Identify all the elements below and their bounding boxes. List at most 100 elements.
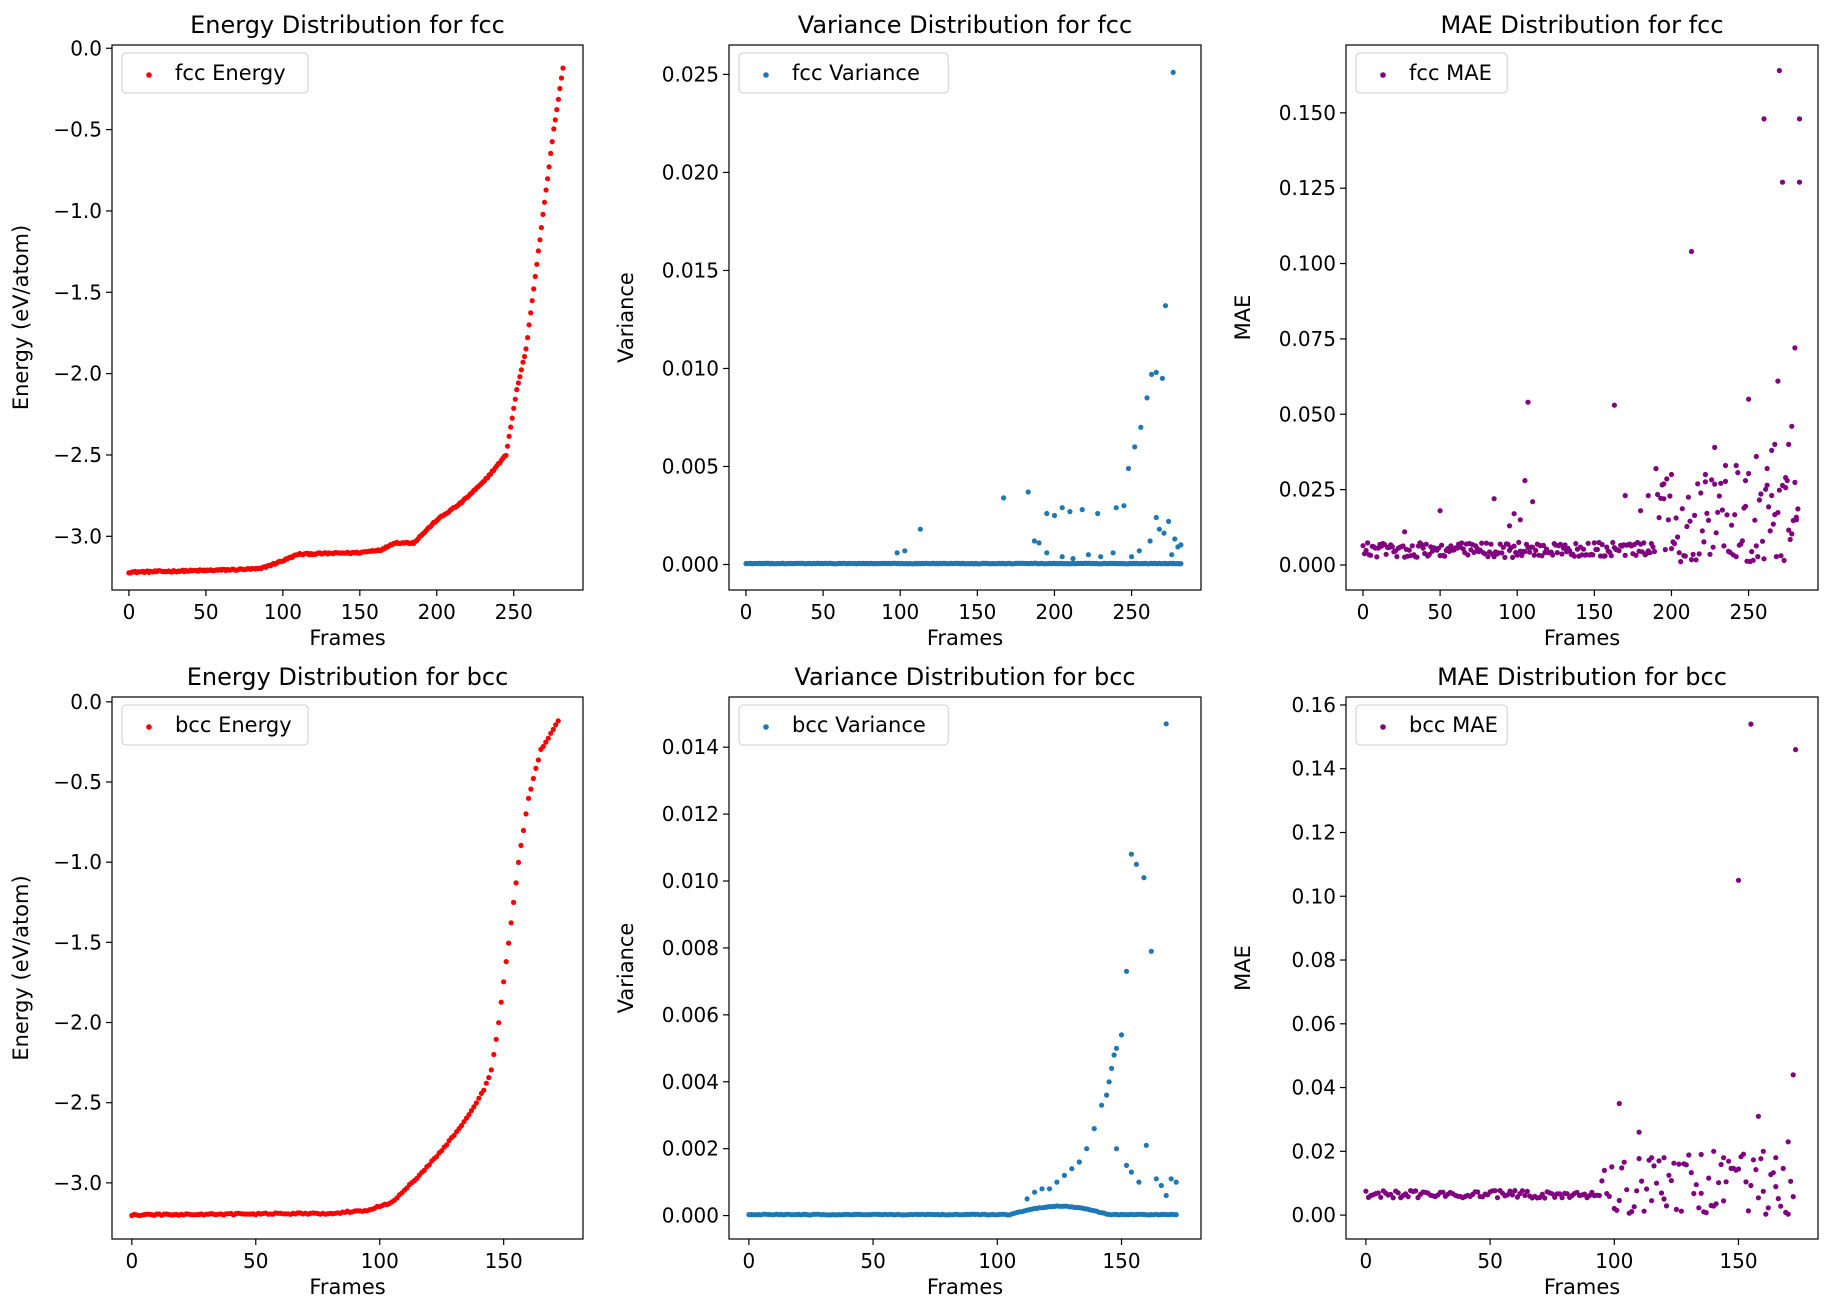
data-point — [1616, 1100, 1622, 1107]
data-point — [1693, 1182, 1699, 1188]
data-point — [532, 273, 538, 280]
bcc-mae-chart: 0 50 100 150 0.00 0.02 0.04 0.06 0.08 0.10 0.12 0.1… — [1231, 663, 1819, 1299]
data-point — [529, 298, 535, 304]
bcc-variance-ylabel: Variance — [614, 923, 638, 1014]
data-point — [471, 1104, 477, 1110]
data-point — [491, 1051, 497, 1058]
data-point — [1485, 554, 1491, 560]
data-point — [1773, 554, 1779, 560]
data-point — [1153, 514, 1159, 521]
data-point — [1091, 1126, 1097, 1132]
data-point — [1673, 1206, 1679, 1212]
data-point — [1599, 541, 1605, 548]
data-point — [1691, 1190, 1697, 1197]
legend-marker — [1380, 72, 1386, 78]
data-point — [1110, 550, 1116, 556]
bcc-mae-xlabel: Frames — [1544, 1275, 1620, 1299]
data-point — [1079, 507, 1085, 513]
data-point — [1656, 515, 1662, 521]
data-point — [1113, 1146, 1120, 1152]
data-point — [1647, 550, 1653, 556]
data-point — [1761, 556, 1767, 562]
data-point — [1653, 466, 1659, 472]
data-point — [1776, 487, 1782, 493]
legend-box — [738, 52, 949, 94]
data-point — [1679, 506, 1685, 512]
data-point — [1512, 1188, 1518, 1194]
data-point — [1170, 69, 1176, 75]
bcc-energy-title: Energy Distribution for bcc — [187, 663, 509, 691]
data-point — [508, 920, 514, 926]
data-point — [1519, 1188, 1525, 1194]
data-point — [1761, 116, 1767, 122]
data-point — [1664, 476, 1670, 482]
data-point — [1788, 1178, 1794, 1184]
data-point — [1067, 509, 1073, 515]
data-point — [1363, 547, 1369, 554]
data-point — [1684, 523, 1690, 530]
data-point — [515, 380, 522, 386]
data-point — [458, 1123, 465, 1129]
data-point — [1442, 553, 1448, 559]
x-tick-label: 200 — [418, 600, 456, 624]
data-point — [1069, 1166, 1075, 1172]
data-point — [1644, 1186, 1650, 1192]
data-point — [1753, 453, 1759, 460]
data-point — [1471, 549, 1477, 556]
data-point — [540, 211, 546, 217]
data-point — [546, 164, 552, 170]
y-tick-label: 0.075 — [1279, 327, 1336, 351]
data-point — [1760, 1148, 1766, 1154]
data-point — [530, 775, 537, 782]
data-point — [518, 367, 525, 373]
data-point — [1594, 546, 1600, 553]
data-point — [1661, 496, 1667, 502]
data-point — [1636, 1156, 1642, 1162]
fcc-mae-chart: 0 50 100 150 200 250 0.000 0.025 0.050 0.075 0.100… — [1231, 11, 1819, 650]
x-tick-label: 100 — [264, 600, 302, 624]
data-point — [1661, 481, 1667, 487]
y-tick-label: −2.0 — [53, 362, 102, 386]
data-point — [1061, 1172, 1067, 1178]
y-tick-label: −3.0 — [53, 524, 102, 548]
fcc-mae-xlabel: Frames — [1544, 626, 1620, 650]
data-point — [1671, 541, 1678, 547]
data-point — [1710, 544, 1716, 550]
data-point — [1721, 1155, 1727, 1161]
data-point — [1604, 544, 1610, 550]
data-point — [1448, 543, 1454, 549]
y-tick-label: 0.010 — [662, 869, 719, 893]
data-point — [526, 322, 532, 328]
data-point — [543, 187, 549, 193]
data-point — [1688, 1170, 1694, 1176]
data-point — [1796, 179, 1803, 185]
y-tick-label: 0.025 — [1279, 478, 1336, 502]
fcc-variance-ylabel: Variance — [614, 272, 638, 363]
data-point — [1776, 68, 1782, 74]
data-point — [558, 75, 565, 81]
data-point — [1701, 539, 1707, 545]
data-point — [1759, 538, 1766, 544]
y-tick-label: 0.14 — [1291, 757, 1336, 781]
data-point — [1133, 861, 1139, 867]
data-point — [1746, 396, 1752, 402]
data-point — [1095, 510, 1101, 517]
data-point — [1368, 552, 1374, 558]
data-point — [534, 261, 540, 267]
bcc-variance-xlabel: Frames — [927, 1275, 1003, 1299]
fcc-energy-chart: 0 50 100 150 200 250 0.0 −0.5 −1.0 −1.5 −2.0 −2.5 −3… — [9, 11, 584, 650]
data-point — [1104, 1092, 1110, 1098]
data-point — [1522, 1192, 1528, 1198]
data-point — [481, 1087, 487, 1093]
data-point — [1580, 546, 1587, 552]
y-tick-label: −1.0 — [53, 199, 102, 223]
data-point — [1084, 1146, 1090, 1152]
y-tick-label: 0.004 — [662, 1070, 719, 1094]
y-tick-label: 0.012 — [662, 802, 719, 826]
data-point — [1559, 1195, 1565, 1201]
data-point — [1148, 948, 1154, 954]
data-point — [1749, 549, 1755, 555]
data-point — [520, 359, 526, 365]
data-point — [1649, 1198, 1655, 1204]
y-tick-label: 0.08 — [1291, 948, 1336, 972]
